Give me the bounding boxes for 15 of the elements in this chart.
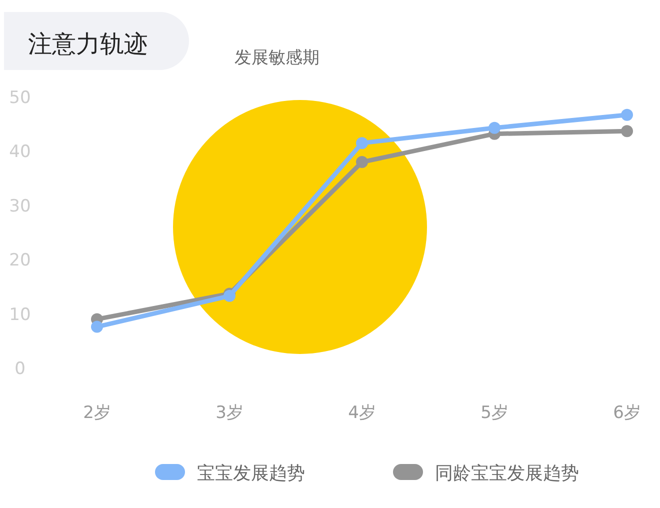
x-tick-label: 3岁: [216, 403, 244, 423]
text: 发展敏感期: [234, 48, 320, 68]
point: [356, 156, 368, 168]
point: [621, 108, 633, 121]
x-tick-label: 5岁: [480, 403, 508, 423]
x-tick-label: 2岁: [83, 403, 111, 423]
point: [91, 320, 103, 333]
x-tick-label: 6岁: [613, 403, 641, 423]
point: [621, 125, 633, 138]
chart-title: 注意力轨迹: [28, 30, 148, 58]
legend-label: 宝宝发展趋势: [197, 463, 305, 484]
point: [488, 122, 500, 134]
point: [356, 137, 368, 150]
legend-label: 同龄宝宝发展趋势: [435, 463, 579, 484]
x-tick-label: 4岁: [348, 403, 376, 423]
